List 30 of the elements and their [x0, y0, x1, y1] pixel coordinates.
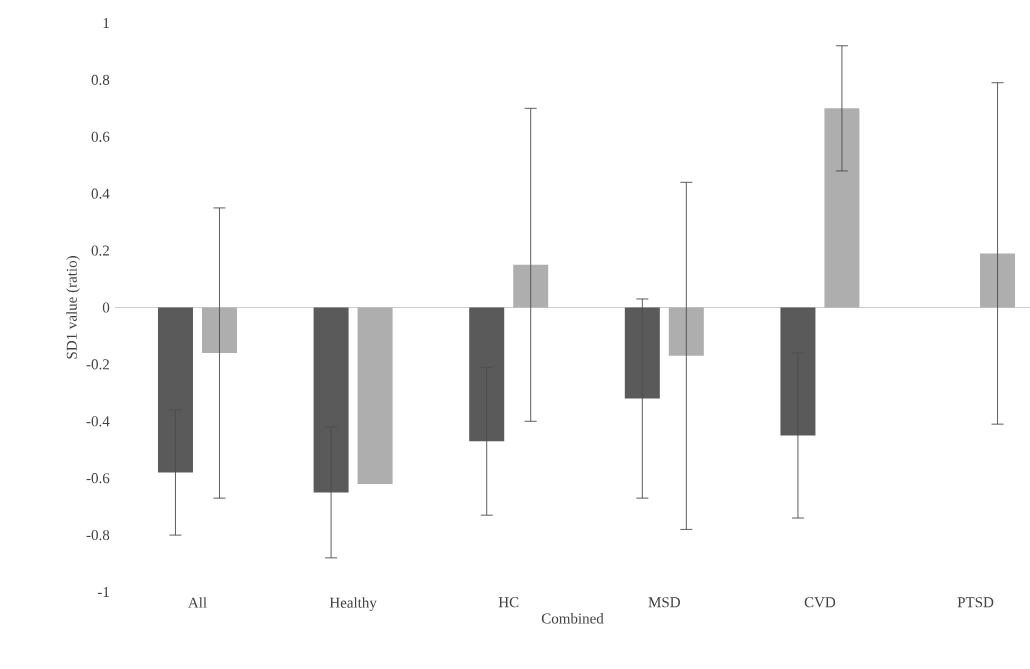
- x-axis-title: Combined: [541, 613, 604, 624]
- bar: [469, 307, 505, 442]
- bar: [313, 307, 349, 493]
- bar: [780, 307, 816, 436]
- y-tick-label: 0.2: [91, 245, 109, 256]
- x-tick-label: MSD: [648, 597, 680, 608]
- bar: [157, 307, 193, 473]
- bar: [357, 307, 393, 484]
- x-tick-label: PTSD: [957, 597, 994, 608]
- bar: [201, 307, 237, 354]
- y-tick-label: 1: [103, 18, 109, 28]
- y-tick-label: -0.4: [86, 416, 110, 427]
- bar: [980, 253, 1016, 308]
- y-tick-label: 0.8: [91, 74, 110, 85]
- x-tick-label: CVD: [804, 597, 836, 608]
- y-tick-label: 0.4: [91, 188, 110, 199]
- y-tick-label: -0.6: [86, 473, 110, 484]
- bar: [624, 307, 660, 399]
- y-tick-label: -0.8: [86, 530, 110, 541]
- bar: [513, 264, 549, 308]
- y-tick-label: 0: [102, 302, 110, 313]
- y-axis-title: SD1 value (ratio): [66, 256, 80, 359]
- bar: [668, 307, 704, 356]
- y-tick-label: 0.6: [91, 131, 110, 142]
- y-tick-label: -1: [97, 587, 109, 597]
- y-tick-label: -0.2: [86, 359, 109, 370]
- x-tick-label: All: [188, 597, 207, 608]
- x-tick-label: HC: [498, 597, 519, 608]
- bar: [824, 108, 860, 308]
- x-tick-label: Healthy: [329, 597, 377, 611]
